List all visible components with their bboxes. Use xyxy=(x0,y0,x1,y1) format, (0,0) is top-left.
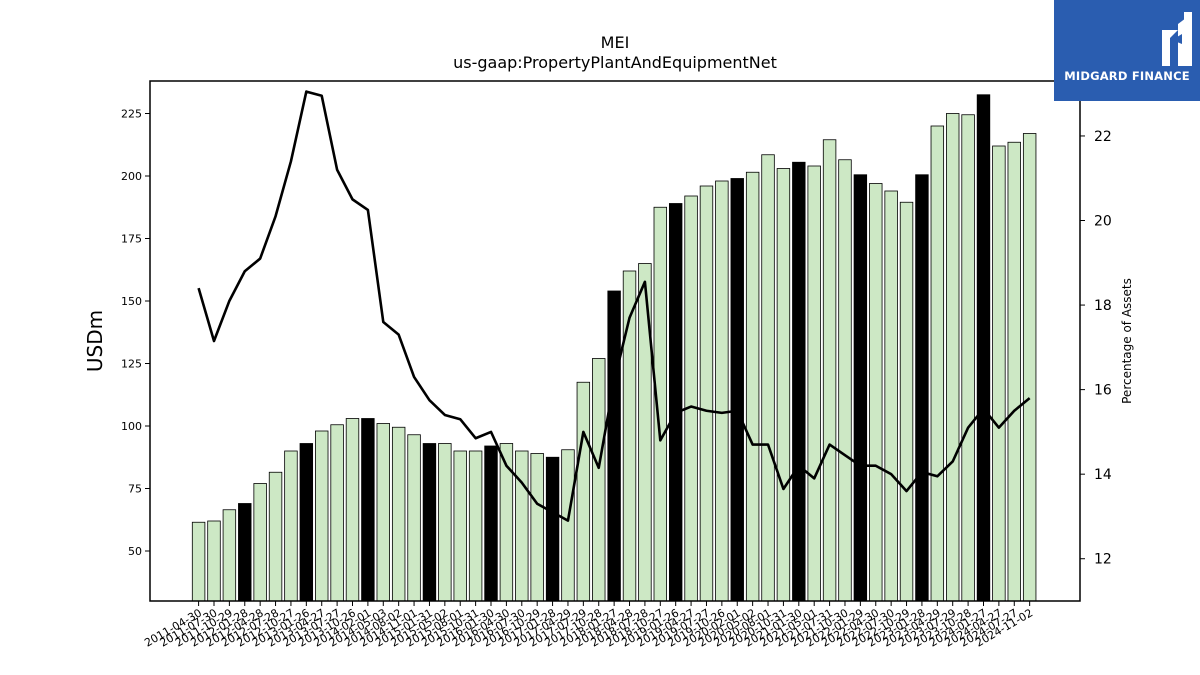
y2-tick-label: 12 xyxy=(1094,552,1112,568)
bar xyxy=(315,430,329,602)
bar xyxy=(268,471,283,602)
bar xyxy=(545,456,560,602)
y-tick-label: 100 xyxy=(121,420,142,433)
y-tick-label: 150 xyxy=(121,295,142,308)
bar xyxy=(822,139,837,602)
bar xyxy=(592,358,606,602)
bar xyxy=(607,290,621,602)
bar xyxy=(761,154,775,602)
bar xyxy=(699,185,714,602)
bar xyxy=(899,201,914,602)
y-tick-label: 50 xyxy=(128,545,142,558)
bar xyxy=(207,520,221,602)
bar xyxy=(838,159,852,602)
bar xyxy=(238,503,252,602)
y-axis-right: 12 14 16 18 20 22 xyxy=(1080,129,1112,568)
logo-text: MIDGARD FINANCE xyxy=(1064,69,1190,83)
bar xyxy=(561,449,575,602)
bar xyxy=(715,180,729,602)
bar xyxy=(992,145,1006,602)
bar xyxy=(376,423,390,602)
y2-tick-label: 14 xyxy=(1094,467,1112,483)
bar xyxy=(1007,141,1021,602)
series-line xyxy=(197,90,1031,522)
bar xyxy=(745,171,760,602)
bar xyxy=(807,165,821,602)
bar xyxy=(915,174,929,602)
bar xyxy=(930,125,945,602)
bar xyxy=(407,434,421,602)
y-tick-label: 125 xyxy=(121,358,142,371)
bar xyxy=(299,443,314,602)
bar xyxy=(869,183,883,602)
bar xyxy=(1022,133,1037,602)
bar xyxy=(576,381,591,602)
bar xyxy=(330,424,344,602)
chart-title: MEI xyxy=(601,33,630,52)
y2-tick-label: 22 xyxy=(1094,129,1112,145)
bar xyxy=(468,450,483,602)
bar xyxy=(391,426,406,602)
bar-series xyxy=(191,94,1037,602)
y2-axis-label: Percentage of Assets xyxy=(1120,278,1134,404)
bar xyxy=(453,450,467,602)
y-axis-label: USDm xyxy=(83,310,107,372)
bar xyxy=(976,94,991,602)
bar xyxy=(668,203,683,602)
company-logo: MIDGARD FINANCE xyxy=(1054,0,1200,101)
bar xyxy=(776,168,791,602)
bar xyxy=(284,450,298,602)
midgard-logo-icon xyxy=(1162,12,1192,66)
y-tick-label: 75 xyxy=(128,483,142,496)
bar xyxy=(191,521,206,602)
bar xyxy=(345,418,360,602)
chart-subtitle: us-gaap:PropertyPlantAndEquipmentNet xyxy=(453,53,777,72)
y2-tick-label: 20 xyxy=(1094,214,1112,230)
x-axis: 2011-04-302011-07-302011-10-292012-01-28… xyxy=(142,601,1035,650)
bar xyxy=(530,453,544,602)
bar xyxy=(253,483,267,602)
bar xyxy=(946,113,960,602)
bar xyxy=(684,195,698,602)
y-axis-left: 50 75 100 125 150 175 200 225 xyxy=(121,108,150,558)
line-series xyxy=(197,90,1031,522)
y-tick-label: 225 xyxy=(121,108,142,121)
y2-tick-label: 16 xyxy=(1094,383,1112,399)
bar xyxy=(361,418,375,602)
plot-area xyxy=(149,80,1081,602)
bar xyxy=(792,161,806,602)
y-tick-label: 175 xyxy=(121,233,142,246)
y2-tick-label: 18 xyxy=(1094,298,1112,314)
bar xyxy=(484,445,498,602)
bar xyxy=(961,114,975,602)
bar xyxy=(730,178,744,602)
bar xyxy=(853,174,868,602)
y-tick-label: 200 xyxy=(121,170,142,183)
bar xyxy=(222,509,237,602)
bar xyxy=(438,443,452,602)
bar xyxy=(884,190,898,602)
bar xyxy=(515,450,529,602)
bar xyxy=(422,443,437,602)
